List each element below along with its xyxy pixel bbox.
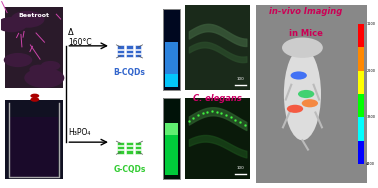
Bar — [5, 7, 63, 88]
Bar — [5, 100, 63, 179]
Bar — [118, 146, 124, 149]
Text: 3300: 3300 — [366, 115, 375, 119]
Bar — [358, 47, 364, 70]
Text: 100: 100 — [237, 77, 245, 81]
Bar — [163, 9, 180, 90]
Bar — [185, 98, 250, 179]
Circle shape — [30, 97, 39, 102]
Bar — [163, 98, 180, 179]
Text: B-CQDs: B-CQDs — [113, 68, 146, 77]
Bar — [126, 50, 133, 53]
Bar — [118, 142, 124, 145]
Bar — [135, 50, 141, 53]
Circle shape — [298, 90, 314, 98]
Bar — [358, 24, 364, 47]
Text: G-CQDs: G-CQDs — [113, 165, 146, 174]
Text: in-vivo Imaging: in-vivo Imaging — [269, 7, 342, 16]
Bar — [118, 50, 124, 53]
Bar — [256, 5, 367, 183]
Bar — [118, 54, 124, 57]
Circle shape — [282, 38, 323, 58]
Bar — [135, 150, 141, 154]
Bar — [126, 146, 133, 149]
Text: in Mice: in Mice — [289, 29, 323, 38]
Text: Δ: Δ — [68, 28, 74, 37]
Circle shape — [291, 71, 307, 80]
Bar — [135, 54, 141, 57]
Bar — [126, 142, 133, 145]
Bar — [185, 5, 250, 90]
Text: 1100: 1100 — [366, 22, 375, 26]
Ellipse shape — [284, 48, 321, 140]
Circle shape — [41, 61, 60, 71]
Circle shape — [4, 53, 32, 67]
Circle shape — [24, 68, 64, 88]
Bar — [358, 94, 364, 118]
Bar — [358, 70, 364, 94]
Circle shape — [29, 65, 48, 74]
Text: 4400: 4400 — [366, 162, 375, 166]
Bar — [118, 45, 124, 49]
Circle shape — [287, 105, 303, 113]
Bar — [135, 146, 141, 149]
Bar — [118, 150, 124, 154]
Text: 100: 100 — [237, 166, 245, 170]
Circle shape — [30, 94, 39, 98]
Text: C. elegans: C. elegans — [193, 94, 242, 103]
Bar — [165, 74, 178, 87]
Bar — [358, 118, 364, 141]
Bar — [126, 54, 133, 57]
Bar — [165, 42, 178, 87]
Bar — [135, 142, 141, 145]
Bar — [358, 141, 364, 164]
Bar — [9, 117, 58, 177]
Bar — [126, 150, 133, 154]
Bar — [165, 123, 178, 175]
Circle shape — [302, 99, 318, 107]
Text: Beetroot: Beetroot — [19, 13, 50, 18]
Bar — [165, 123, 178, 135]
Text: 160°C: 160°C — [68, 38, 92, 47]
Circle shape — [0, 17, 27, 32]
Bar — [126, 45, 133, 49]
Circle shape — [11, 11, 45, 28]
Text: 2200: 2200 — [366, 69, 375, 73]
Bar — [135, 45, 141, 49]
Text: H₃PO₄: H₃PO₄ — [68, 128, 91, 137]
